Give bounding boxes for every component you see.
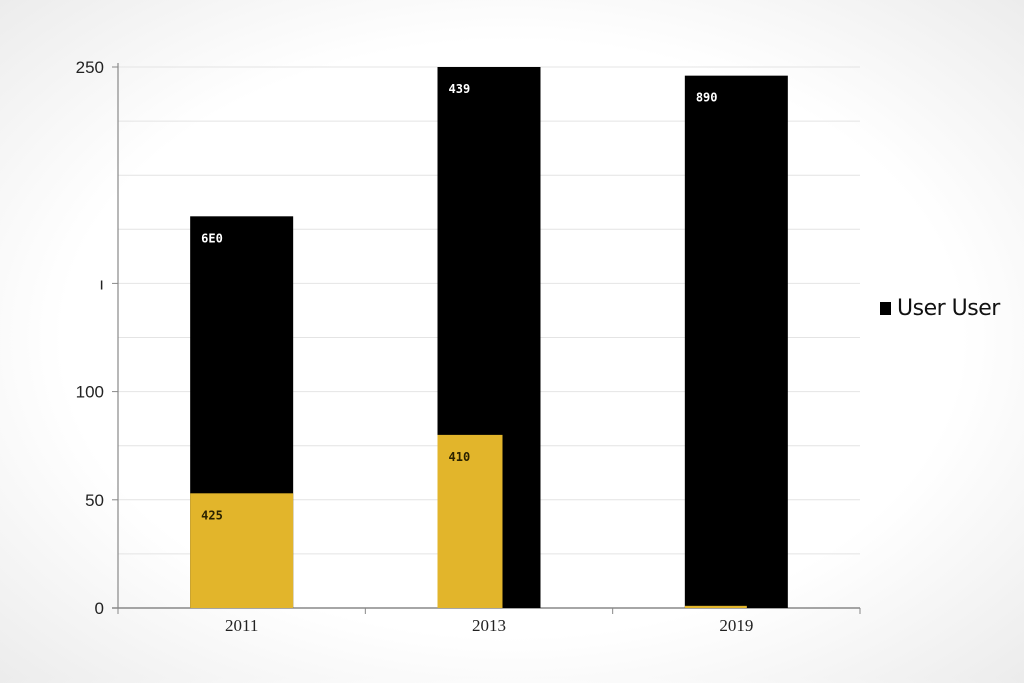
- data-label: 890: [696, 91, 718, 105]
- y-tick-label: 100: [76, 383, 104, 402]
- bar-2013-series-1: [437, 434, 503, 608]
- y-tick-label: 50: [85, 491, 104, 510]
- data-label: 6E0: [201, 231, 223, 245]
- bar-2011-series-1: [190, 493, 294, 608]
- data-label: 425: [201, 508, 223, 522]
- x-tick-label: 2019: [719, 616, 753, 635]
- y-tick-label: 0: [95, 599, 104, 618]
- legend-swatch: [880, 302, 891, 315]
- x-tick-label: 2011: [225, 616, 258, 635]
- bar-2019-series-1: [684, 605, 747, 608]
- chart-legend: User User: [880, 296, 1000, 321]
- data-label: 439: [449, 82, 471, 96]
- legend-label: User User: [897, 296, 1000, 321]
- bar-2019-series-2: [684, 75, 788, 608]
- data-label: 410: [449, 450, 471, 464]
- y-tick-label: ı: [99, 274, 104, 293]
- y-tick-label: 250: [76, 58, 104, 77]
- x-tick-label: 2013: [472, 616, 506, 635]
